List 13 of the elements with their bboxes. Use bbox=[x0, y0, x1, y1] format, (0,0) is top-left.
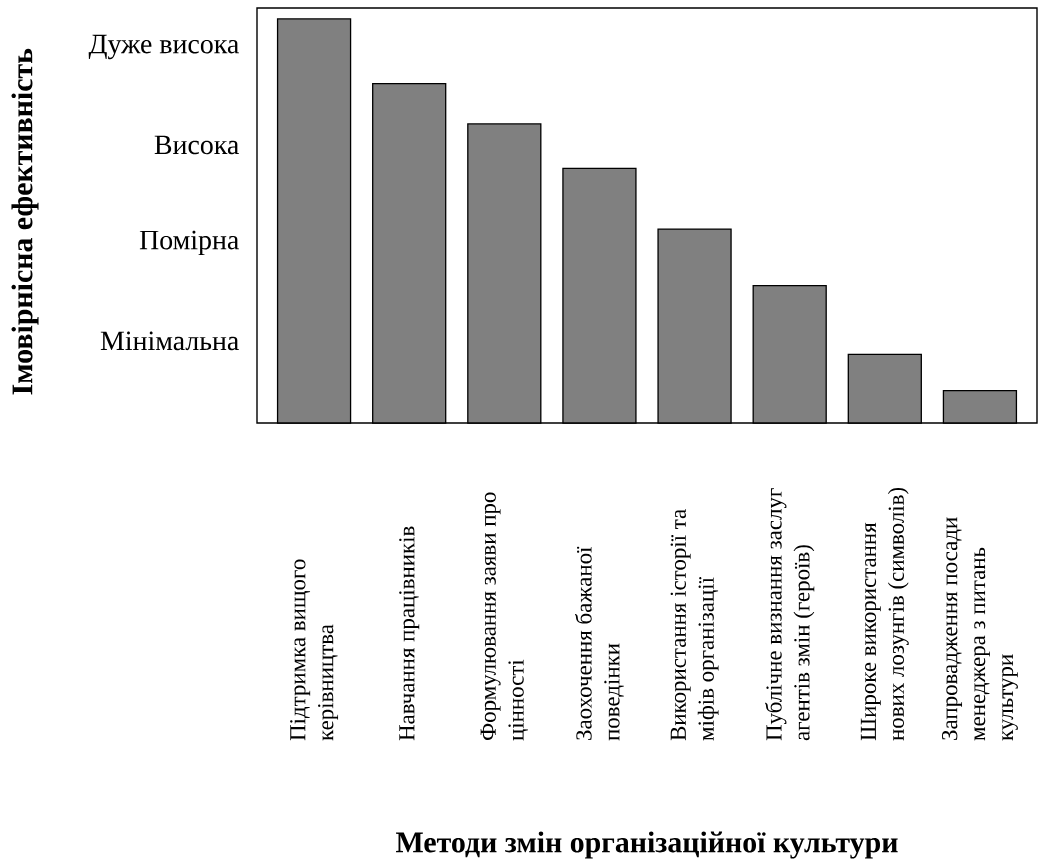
x-axis-title: Методи змін організаційної культури bbox=[396, 831, 898, 859]
x-tick-label: Широке використання нових лозунгів (символів) bbox=[860, 487, 909, 741]
text: Мінімальна bbox=[100, 331, 239, 351]
text: Імовірнісна ефективність bbox=[11, 48, 39, 395]
text: Висока bbox=[154, 135, 239, 155]
x-tick-label: Навчання працівників bbox=[399, 526, 420, 741]
text: Дуже висока bbox=[88, 34, 239, 60]
x-tick-label: Заохочення бажаної поведінки bbox=[575, 546, 624, 741]
x-tick-label: Формулювання заяви про цінності bbox=[480, 492, 528, 741]
x-tick-label: Публічне визнання заслуг агентів змін (героїв) bbox=[765, 488, 815, 741]
x-tick-label: Запровадження посади менеджера з питань культури bbox=[941, 517, 1018, 741]
text: Помірна bbox=[139, 230, 239, 256]
x-tick-label: Підтримка вищого керівництва bbox=[290, 559, 339, 741]
